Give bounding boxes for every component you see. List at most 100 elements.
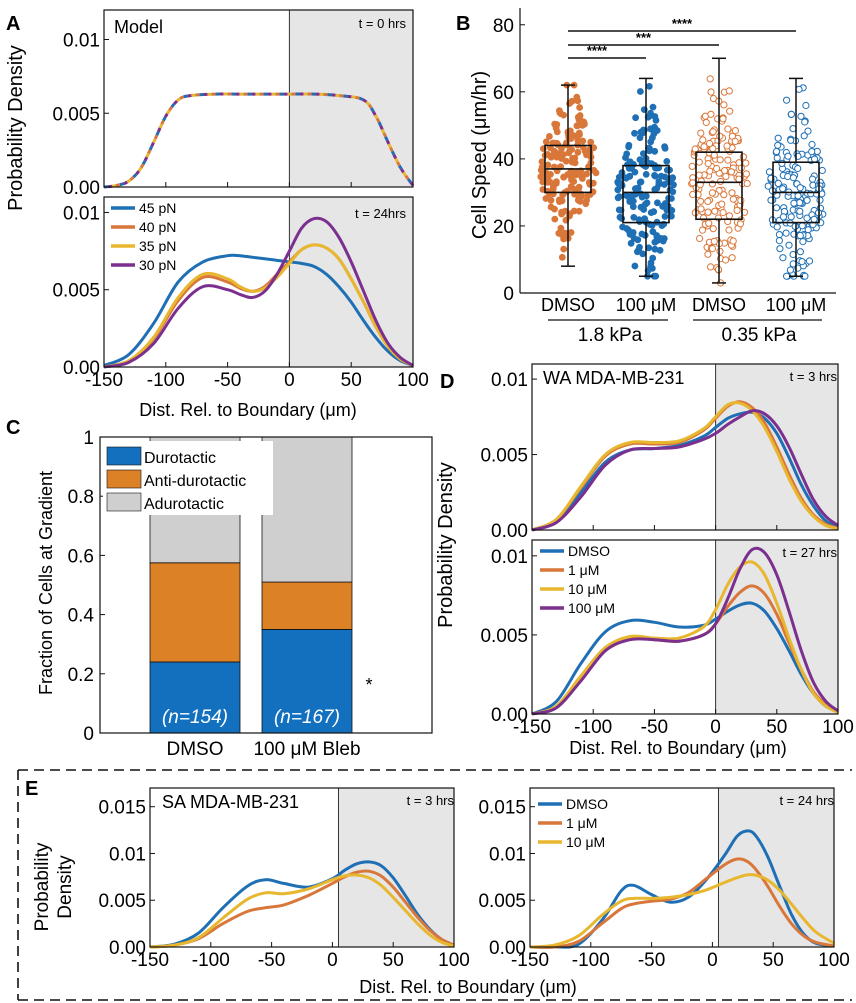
stiff-region-shade	[289, 10, 413, 187]
data-point	[663, 157, 671, 165]
x-tick-label: 100	[438, 950, 470, 971]
y-tick-label: 0.8	[68, 487, 94, 508]
data-point	[614, 194, 622, 202]
data-point	[632, 114, 639, 122]
data-point	[796, 184, 804, 192]
legend-label: 100 μM	[568, 600, 615, 616]
data-point	[547, 196, 555, 204]
panel-d-ylabel: Probability Density	[435, 462, 457, 628]
data-point	[557, 110, 565, 117]
data-point	[725, 87, 733, 95]
data-point	[538, 158, 546, 166]
data-point	[698, 226, 707, 234]
data-point	[716, 247, 724, 255]
data-point	[547, 170, 554, 178]
data-point	[794, 192, 802, 200]
data-point	[709, 225, 717, 233]
data-point	[707, 110, 715, 118]
data-point	[704, 160, 712, 168]
y-tick-label: 0.01	[491, 370, 528, 391]
data-point	[729, 237, 737, 245]
data-point	[775, 237, 784, 245]
legend-label: 1 μM	[568, 562, 599, 578]
data-point	[719, 208, 727, 217]
x-tick-label: 0	[710, 717, 721, 738]
data-point	[784, 152, 792, 160]
data-point	[787, 136, 795, 144]
data-point	[707, 263, 715, 271]
panel-e-ylabel-line1: Probability	[32, 842, 53, 931]
data-point	[803, 214, 811, 222]
panel-a-top-title: Model	[114, 17, 163, 37]
data-point	[718, 200, 726, 208]
panel-d-top-time: t = 3 hrs	[790, 369, 838, 384]
y-tick-label: 0.01	[63, 31, 100, 52]
panel-a-ylabel: Probability Density	[5, 45, 27, 211]
data-point	[583, 196, 590, 204]
series-line	[529, 873, 835, 949]
x-tick-label: 50	[383, 950, 404, 971]
data-point	[704, 208, 712, 216]
panel-b-letter: B	[456, 13, 470, 35]
legend-label: DMSO	[566, 796, 608, 812]
bar-segment	[149, 661, 241, 734]
legend-label: 40 pN	[139, 219, 176, 235]
panel-e-xlabel: Dist. Rel. to Boundary (μm)	[359, 977, 576, 997]
data-point	[783, 96, 791, 104]
data-point	[724, 156, 732, 164]
data-point	[578, 118, 586, 126]
data-point	[627, 239, 635, 247]
data-point	[705, 219, 713, 227]
data-point	[778, 159, 786, 167]
data-point	[691, 145, 699, 153]
data-point	[578, 172, 585, 180]
y-tick-label: 0.00	[63, 358, 100, 379]
y-tick-label: 0.005	[52, 281, 100, 302]
panel-a-letter: A	[6, 13, 20, 35]
data-point	[623, 150, 631, 158]
data-point	[735, 175, 743, 183]
data-point	[576, 112, 584, 119]
data-point	[742, 170, 751, 178]
series-line	[529, 857, 835, 949]
legend-swatch	[106, 469, 142, 489]
panel-d: D 0.00 0.005 0.01 0.00 0.005 0.01 -150 -100 -50…	[435, 363, 854, 758]
data-point	[727, 168, 736, 176]
data-point	[723, 142, 731, 150]
data-point	[773, 223, 781, 231]
x-tick-label: 50	[341, 370, 362, 391]
panel-d-top-title: WA MDA-MB-231	[543, 368, 684, 388]
panel-d-bottom-time: t = 27 hrs	[782, 545, 837, 560]
data-point	[796, 207, 804, 215]
data-point	[726, 107, 734, 115]
data-point	[573, 122, 581, 130]
data-point	[702, 118, 710, 127]
series-line	[149, 860, 455, 949]
legend-label: 1 μM	[566, 815, 597, 831]
data-point	[587, 138, 595, 146]
series-line	[103, 92, 415, 189]
data-point	[708, 189, 717, 197]
data-point	[772, 147, 781, 156]
x-tick-label: -150	[131, 950, 169, 971]
panel-b-ylabel: Cell Speed (μm/hr)	[469, 71, 491, 239]
series-line	[531, 409, 839, 532]
panel-c-letter: C	[6, 417, 20, 439]
plot-frame	[103, 9, 414, 188]
significance-star: *	[365, 675, 372, 695]
data-point	[647, 125, 654, 133]
panel-a-bottom-plot: 0.00 0.005 0.01 -150 -100 -50 0 50 100 45 pN 40 pN…	[52, 196, 429, 391]
box	[622, 164, 670, 224]
y-tick-label: 0.015	[478, 798, 526, 819]
data-point	[794, 164, 802, 173]
panel-b: B 0 20 40 60 80 DMSO 100 μM DMSO 100 μM 1.8 kPa 0.…	[456, 8, 836, 346]
y-tick-label: 0.005	[480, 446, 528, 467]
x-tick-label: DMSO	[692, 295, 746, 315]
plot-frame	[103, 196, 414, 368]
panel-e-dashed-border	[17, 769, 852, 1001]
y-tick-label: 80	[493, 16, 514, 37]
data-point	[576, 131, 583, 139]
legend-label: Anti-durotactic	[144, 473, 246, 490]
bar-segment	[261, 436, 353, 583]
